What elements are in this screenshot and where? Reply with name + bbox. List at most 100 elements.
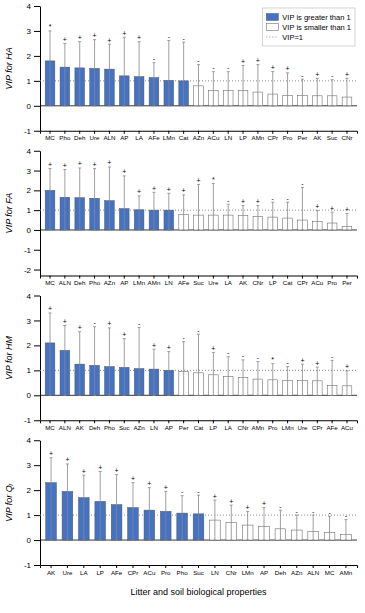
x-tick: ALN	[103, 131, 115, 142]
error-bar	[197, 184, 200, 230]
x-tick-label: Ure	[297, 424, 308, 431]
error-bar	[115, 475, 118, 540]
x-tick-mark	[79, 276, 80, 279]
error-bar	[286, 367, 289, 396]
x-tick-mark	[109, 276, 110, 279]
x-tick-mark	[228, 420, 229, 423]
y-tick-mark	[34, 151, 40, 152]
legend-swatch	[266, 24, 278, 31]
error-bar	[212, 352, 215, 395]
x-tick: ACu	[143, 565, 156, 576]
sign-label: -	[227, 197, 230, 204]
error-bar	[242, 65, 245, 105]
error-bar	[279, 510, 282, 540]
y-tick-label: -2	[24, 266, 32, 275]
x-tick-label: Per	[298, 134, 308, 141]
error-bar	[66, 464, 69, 540]
x-tick-label: CPr	[267, 134, 278, 141]
legend-swatch	[266, 37, 278, 38]
sign-label: +	[78, 160, 82, 167]
x-axis-line	[41, 421, 358, 424]
y-axis-line	[40, 7, 41, 132]
sign-label: +	[122, 168, 126, 175]
x-tick: Ure	[62, 565, 73, 576]
x-tick-label: CPr	[128, 569, 139, 576]
x-tick: Ure	[90, 131, 101, 142]
x-tick-mark	[332, 420, 333, 423]
sign-label: +	[241, 58, 245, 65]
sign-label: +	[137, 34, 141, 41]
sign-label: +	[107, 37, 111, 44]
y-tick: 3	[27, 167, 40, 176]
x-tick-label: AP	[260, 569, 268, 576]
x-tick-mark	[345, 565, 346, 568]
y-tick-mark	[34, 230, 40, 231]
legend-label: VIP is greater than 1	[282, 13, 350, 22]
sign-label: +	[167, 186, 171, 193]
x-tick-label: Suc	[193, 279, 204, 286]
y-tick: 4	[27, 2, 40, 11]
error-bar	[182, 342, 185, 396]
x-tick: Pro	[268, 420, 278, 431]
x-tick: LN	[224, 131, 232, 142]
x-tick-mark	[228, 131, 229, 134]
x-tick-mark	[198, 420, 199, 423]
error-bar	[182, 42, 185, 106]
x-tick-mark	[168, 276, 169, 279]
x-tick-mark	[257, 131, 258, 134]
error-bar	[271, 72, 274, 106]
sign-label: +	[122, 331, 126, 338]
sign-label: -	[328, 509, 331, 516]
x-tick-mark	[139, 276, 140, 279]
x-tick-label: MC	[45, 279, 55, 286]
x-tick: AP	[165, 420, 173, 431]
x-tick: AMn	[340, 565, 353, 576]
x-tick-label: LP	[269, 279, 277, 286]
x-tick-mark	[168, 131, 169, 134]
y-tick-mark	[34, 395, 40, 396]
x-tick: AFe	[148, 131, 160, 142]
x-tick-label: Per	[342, 279, 352, 286]
x-tick-mark	[280, 565, 281, 568]
error-bar	[167, 40, 170, 105]
x-tick-label: ALN	[59, 424, 71, 431]
y-tick: 4	[27, 436, 40, 445]
y-tick-label: 0	[27, 536, 32, 545]
y-tick-mark	[34, 81, 40, 82]
sign-label: -	[138, 320, 141, 327]
error-bar	[345, 78, 348, 105]
sign-label: +	[286, 65, 290, 72]
x-tick-mark	[247, 565, 248, 568]
x-tick-label: LN	[224, 134, 232, 141]
x-tick-label: CNr	[226, 569, 237, 576]
sign-label: +	[345, 363, 349, 370]
error-bar	[212, 72, 215, 106]
error-bar	[49, 31, 52, 106]
x-tick-mark	[149, 565, 150, 568]
x-tick-mark	[124, 131, 125, 134]
sign-label: +	[49, 450, 53, 457]
plot-area	[40, 167, 357, 230]
sign-label: +	[65, 456, 69, 463]
y-tick-mark	[34, 31, 40, 32]
sign-label: +	[345, 206, 349, 213]
x-tick-label: ALN	[59, 279, 71, 286]
y-tick-label: 2	[27, 341, 32, 350]
y-tick-label: 2	[27, 186, 32, 195]
sign-label: +	[246, 504, 250, 511]
error-bar	[152, 192, 155, 230]
y-tick: 1	[27, 77, 40, 86]
sign-label: +	[241, 198, 245, 205]
x-tick-label: ACu	[311, 279, 324, 286]
error-bar	[256, 65, 259, 106]
x-tick: CNr	[252, 276, 263, 287]
sign-label: +	[93, 32, 97, 39]
error-bar	[263, 508, 266, 540]
sign-label: -	[227, 349, 230, 356]
sign-label: -	[286, 359, 289, 366]
sign-label: -	[227, 64, 230, 71]
x-tick-label: Ure	[208, 279, 219, 286]
error-bar	[49, 313, 52, 395]
x-tick-label: Pho	[59, 134, 71, 141]
y-tick-label: 0	[27, 102, 32, 111]
